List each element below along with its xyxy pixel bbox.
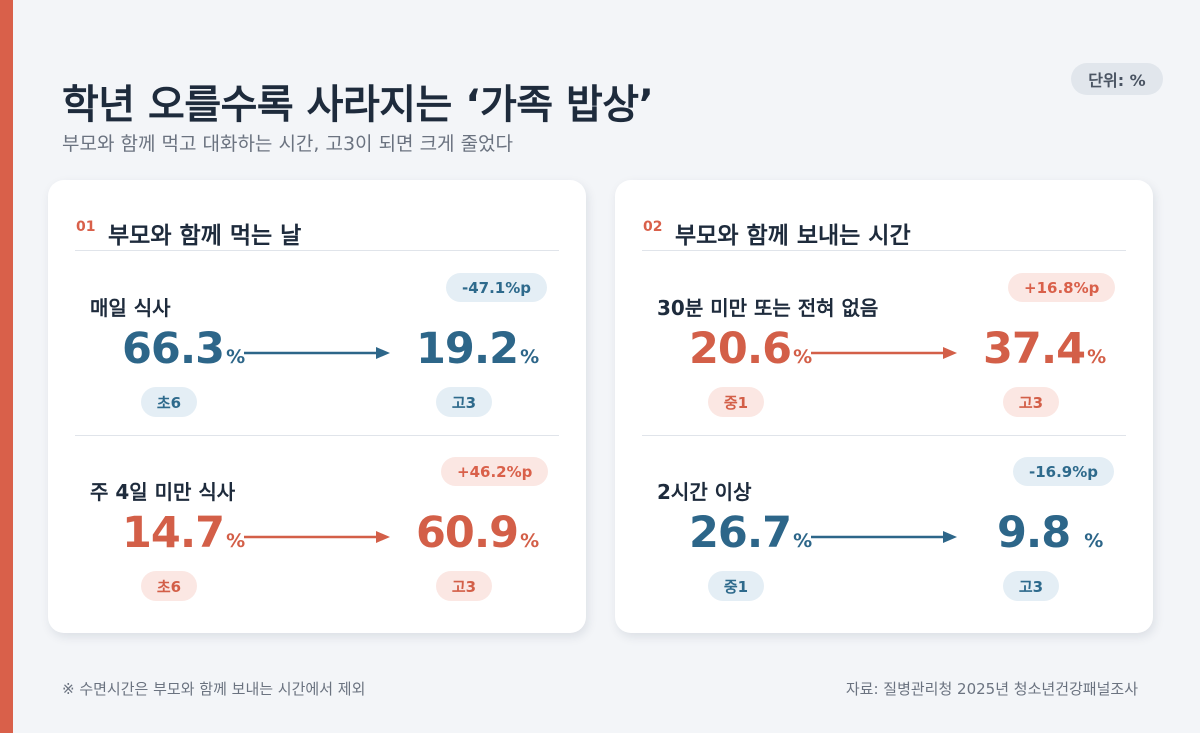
percent-sign: %	[226, 530, 246, 552]
delta-badge: +46.2%p	[441, 457, 549, 486]
to-value-number: 19.2	[416, 324, 519, 374]
from-value-number: 26.7	[689, 508, 792, 558]
card-number: 02	[643, 219, 663, 235]
to-grade-pill: 고3	[1003, 387, 1059, 417]
stat-label: 30분 미만 또는 전혀 없음	[657, 296, 879, 320]
stat-label: 매일 식사	[90, 296, 171, 320]
percent-sign: %	[793, 530, 813, 552]
percent-sign: %	[520, 346, 540, 368]
stat-row-daily-meal: 매일 식사 -47.1%p 66.3% 19.2% 초6 고3	[48, 270, 586, 450]
to-value-number: 60.9	[416, 508, 519, 558]
page-subtitle: 부모와 함께 먹고 대화하는 시간, 고3이 되면 크게 줄었다	[62, 133, 514, 155]
from-value: 14.7%	[122, 508, 245, 558]
accent-bar	[0, 0, 13, 733]
stat-row-under-30-min: 30분 미만 또는 전혀 없음 +16.8%p 20.6% 37.4% 중1 고…	[615, 270, 1153, 450]
delta-badge: +16.8%p	[1008, 273, 1116, 302]
divider	[642, 250, 1126, 251]
footnote: ※ 수면시간은 부모와 함께 보내는 시간에서 제외	[62, 680, 366, 698]
from-value: 66.3%	[122, 324, 245, 374]
source-note: 자료: 질병관리청 2025년 청소년건강패널조사	[845, 680, 1138, 698]
arrow-right-icon	[244, 347, 390, 359]
to-value: 60.9%	[416, 508, 539, 558]
stat-label: 2시간 이상	[657, 480, 752, 504]
card-number: 01	[76, 219, 96, 235]
from-grade-pill: 중1	[708, 571, 764, 601]
card-time-with-parents: 02 부모와 함께 보내는 시간 30분 미만 또는 전혀 없음 +16.8%p…	[615, 180, 1153, 633]
page-title: 학년 오를수록 사라지는 ‘가족 밥상’	[62, 82, 654, 128]
from-grade-pill: 중1	[708, 387, 764, 417]
divider	[642, 435, 1126, 436]
card-title: 부모와 함께 먹는 날	[108, 223, 302, 249]
from-value-number: 14.7	[122, 508, 225, 558]
stat-row-over-2-hours: 2시간 이상 -16.9%p 26.7% 9.8% 중1 고3	[615, 454, 1153, 634]
card-title: 부모와 함께 보내는 시간	[675, 223, 911, 249]
from-grade-pill: 초6	[141, 571, 197, 601]
divider	[75, 435, 559, 436]
delta-badge: -47.1%p	[446, 273, 548, 302]
to-grade-pill: 고3	[1003, 571, 1059, 601]
divider	[75, 250, 559, 251]
percent-sign: %	[1084, 530, 1104, 552]
percent-sign: %	[793, 346, 813, 368]
percent-sign: %	[1087, 346, 1107, 368]
arrow-right-icon	[244, 531, 390, 543]
to-value: 9.8%	[997, 508, 1103, 558]
to-value: 37.4%	[983, 324, 1106, 374]
to-grade-pill: 고3	[436, 387, 492, 417]
stat-label: 주 4일 미만 식사	[90, 480, 236, 504]
stat-row-under-4-days: 주 4일 미만 식사 +46.2%p 14.7% 60.9% 초6 고3	[48, 454, 586, 634]
to-value: 19.2%	[416, 324, 539, 374]
from-value-number: 20.6	[689, 324, 792, 374]
to-value-number: 9.8	[997, 508, 1071, 558]
from-value-number: 66.3	[122, 324, 225, 374]
arrow-right-icon	[811, 347, 957, 359]
arrow-right-icon	[811, 531, 957, 543]
unit-badge: 단위: %	[1071, 63, 1163, 95]
from-grade-pill: 초6	[141, 387, 197, 417]
delta-badge: -16.9%p	[1013, 457, 1115, 486]
to-grade-pill: 고3	[436, 571, 492, 601]
percent-sign: %	[226, 346, 246, 368]
card-meals-with-parents: 01 부모와 함께 먹는 날 매일 식사 -47.1%p 66.3% 19.2%…	[48, 180, 586, 633]
from-value: 20.6%	[689, 324, 812, 374]
to-value-number: 37.4	[983, 324, 1086, 374]
from-value: 26.7%	[689, 508, 812, 558]
percent-sign: %	[520, 530, 540, 552]
